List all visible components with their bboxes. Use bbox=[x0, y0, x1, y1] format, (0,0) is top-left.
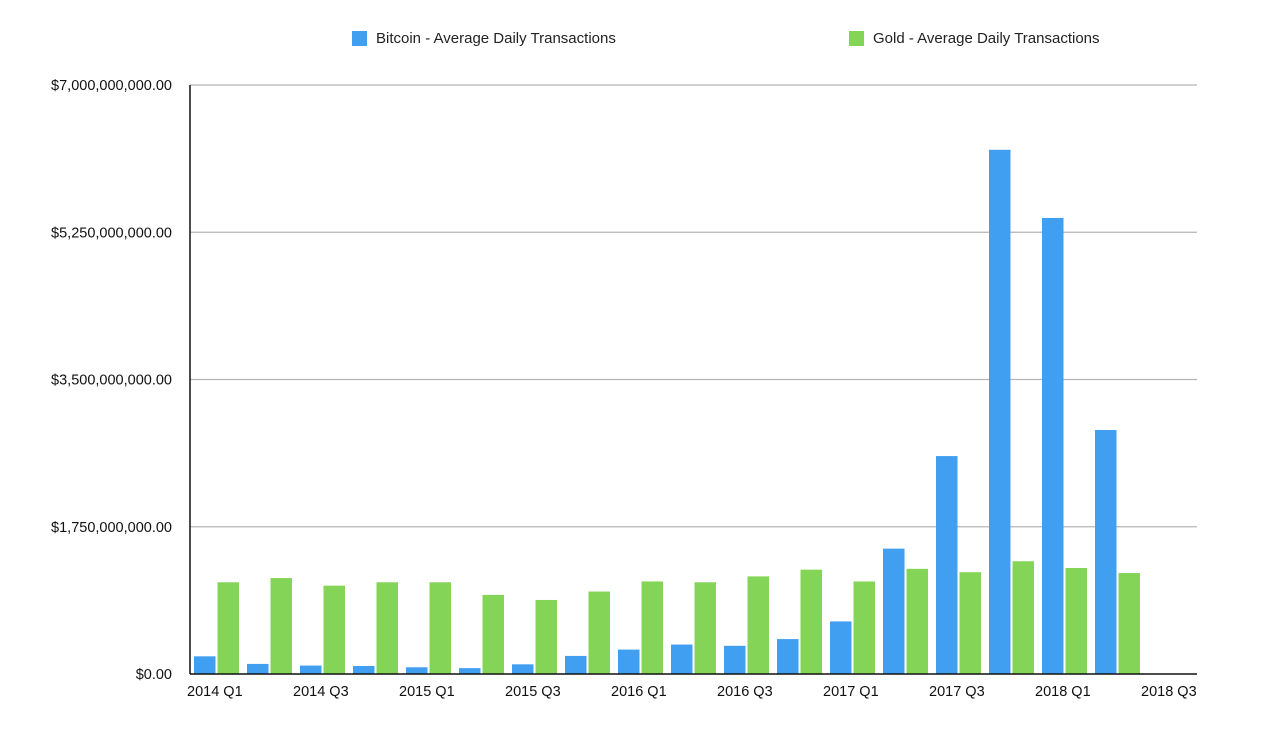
bar-gold bbox=[1065, 567, 1087, 674]
bar-gold bbox=[376, 582, 398, 674]
legend-swatch-gold bbox=[849, 31, 864, 46]
bar-bitcoin bbox=[883, 548, 905, 674]
bar-gold bbox=[217, 582, 239, 674]
y-axis-labels: $0.00 $1,750,000,000.00 $3,500,000,000.00 $… bbox=[51, 78, 172, 683]
bar-gold bbox=[482, 594, 504, 674]
x-tick-label: 2016 Q3 bbox=[717, 684, 773, 700]
y-tick-label: $5,250,000,000.00 bbox=[51, 225, 172, 241]
bar-bitcoin bbox=[300, 665, 322, 674]
bar-bitcoin bbox=[565, 655, 587, 674]
x-tick-label: 2015 Q1 bbox=[399, 684, 455, 700]
gridlines bbox=[190, 84, 1197, 528]
bar-bitcoin bbox=[724, 645, 746, 674]
bar-gold bbox=[694, 582, 716, 674]
bar-gold bbox=[588, 591, 610, 674]
bar-gold bbox=[270, 578, 292, 674]
x-tick-label: 2017 Q1 bbox=[823, 684, 879, 700]
y-tick-label: $1,750,000,000.00 bbox=[51, 520, 172, 536]
x-axis-labels: 2014 Q1 2014 Q3 2015 Q1 2015 Q3 2016 Q1 2016 … bbox=[187, 684, 1197, 700]
y-tick-label: $3,500,000,000.00 bbox=[51, 373, 172, 389]
legend-label-bitcoin: Bitcoin - Average Daily Transactions bbox=[376, 30, 616, 47]
legend-swatch-bitcoin bbox=[352, 31, 367, 46]
bar-gold bbox=[1118, 573, 1140, 674]
bar-bitcoin bbox=[830, 621, 852, 674]
bars bbox=[194, 149, 1140, 675]
bar-bitcoin bbox=[777, 639, 799, 674]
bar-bitcoin bbox=[194, 656, 216, 674]
bar-gold bbox=[429, 582, 451, 674]
bar-gold bbox=[535, 599, 557, 674]
x-tick-label: 2014 Q3 bbox=[293, 684, 349, 700]
axes bbox=[189, 85, 1197, 675]
bar-bitcoin bbox=[989, 149, 1011, 675]
bar-bitcoin bbox=[406, 667, 428, 674]
bar-bitcoin bbox=[1095, 429, 1117, 674]
bar-gold bbox=[747, 576, 769, 674]
y-tick-label: $7,000,000,000.00 bbox=[51, 78, 172, 94]
x-tick-label: 2016 Q1 bbox=[611, 684, 667, 700]
bar-gold bbox=[323, 585, 345, 674]
x-tick-label: 2018 Q1 bbox=[1035, 684, 1091, 700]
bar-gold bbox=[959, 572, 981, 674]
x-tick-label: 2018 Q3 bbox=[1141, 684, 1197, 700]
bar-gold bbox=[906, 568, 928, 674]
bar-bitcoin bbox=[671, 644, 693, 674]
y-tick-label: $0.00 bbox=[136, 667, 172, 683]
bar-gold bbox=[853, 581, 875, 674]
x-tick-label: 2014 Q1 bbox=[187, 684, 243, 700]
bar-bitcoin bbox=[512, 664, 534, 674]
legend-gold: Gold - Average Daily Transactions bbox=[849, 30, 1100, 47]
bar-bitcoin bbox=[353, 666, 375, 674]
bar-bitcoin bbox=[1042, 217, 1064, 674]
x-tick-label: 2017 Q3 bbox=[929, 684, 985, 700]
bar-bitcoin bbox=[618, 649, 640, 674]
bar-gold bbox=[1012, 561, 1034, 674]
bar-bitcoin bbox=[459, 668, 481, 674]
legend-bitcoin: Bitcoin - Average Daily Transactions bbox=[352, 30, 616, 47]
bar-bitcoin bbox=[247, 663, 269, 674]
bar-gold bbox=[641, 581, 663, 674]
bar-bitcoin bbox=[936, 456, 958, 674]
x-tick-label: 2015 Q3 bbox=[505, 684, 561, 700]
legend-label-gold: Gold - Average Daily Transactions bbox=[873, 30, 1100, 47]
bar-gold bbox=[800, 569, 822, 674]
